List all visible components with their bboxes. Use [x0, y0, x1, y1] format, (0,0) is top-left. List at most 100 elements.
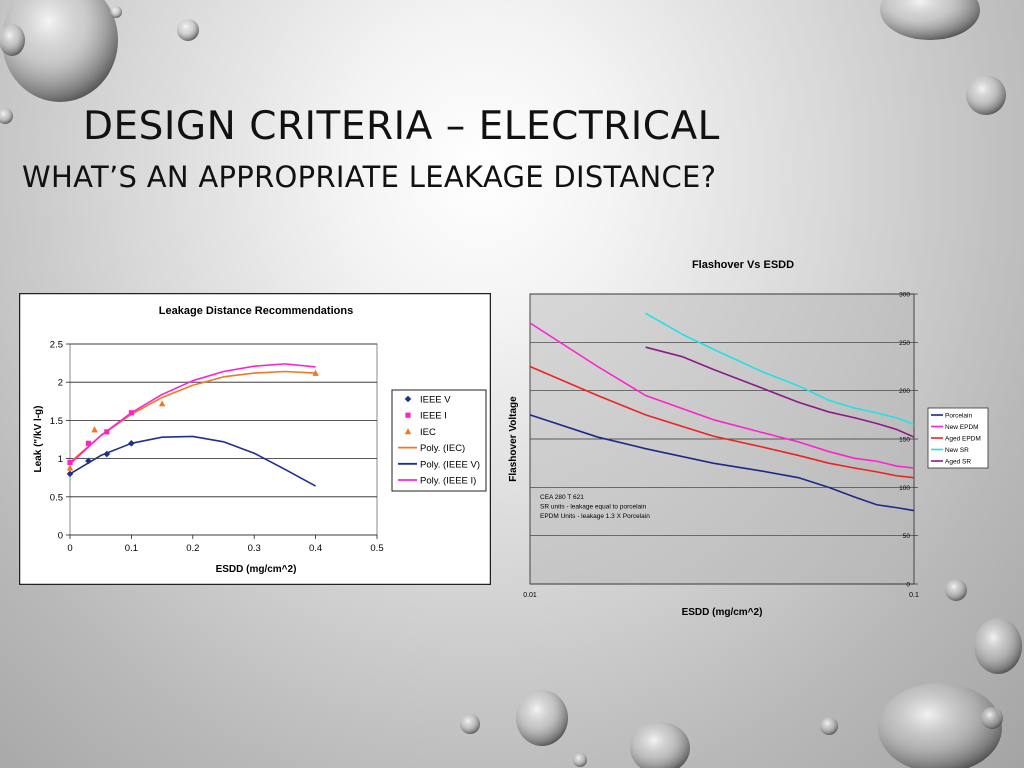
- annotation-line: CEA 280 T 621: [540, 494, 584, 501]
- series-iec: [66, 369, 319, 471]
- chart-title: Flashover Vs ESDD: [692, 259, 794, 271]
- x-axis-label: ESDD (mg/cm^2): [216, 564, 297, 575]
- x-tick-label: 0.1: [909, 592, 919, 599]
- legend: Porcelain New EPDM Aged EPDM New SR Aged SR: [931, 413, 981, 466]
- x-tick-label: 0.5: [370, 543, 383, 554]
- series-aged-sr: [645, 346, 915, 438]
- chart-title: Leakage Distance Recommendations: [159, 305, 353, 317]
- y-tick-label: 250: [899, 340, 910, 347]
- series-aged-epdm: [529, 365, 915, 479]
- legend-item-ieee-v: IEEE V: [404, 395, 451, 406]
- series-ieee-v: [66, 440, 135, 478]
- data-point: [103, 450, 111, 458]
- legend: IEEE V IEEE I IEC Poly. (IEC) Poly. (IEEE V)…: [398, 395, 480, 487]
- y-tick-label: 150: [899, 437, 910, 444]
- x-tick-label: 0: [67, 543, 72, 554]
- data-point: [66, 470, 74, 478]
- slide-title: DESIGN CRITERIA – ELECTRICAL: [83, 104, 720, 149]
- trend-line: [69, 435, 316, 487]
- series-ieee-i: [67, 410, 134, 466]
- data-point: [128, 440, 135, 447]
- legend-label: Aged SR: [945, 459, 971, 466]
- legend-item-new-sr: New SR: [931, 447, 969, 454]
- legend-label: Poly. (IEEE V): [420, 459, 480, 470]
- flashover-chart: Flashover Vs ESDD 0 50 100 150 200 250 300 0.0…: [508, 259, 989, 618]
- y-tick-label: 2: [58, 378, 63, 389]
- grid-lines: [530, 293, 918, 585]
- legend-label: Porcelain: [945, 413, 972, 420]
- x-tick-labels: 0.01 0.1: [523, 592, 919, 599]
- data-point: [85, 457, 92, 465]
- series-new-sr: [645, 312, 915, 426]
- y-tick-label: 0: [58, 531, 63, 542]
- legend-item-aged-sr: Aged SR: [931, 459, 971, 466]
- x-tick-label: 0.3: [248, 543, 261, 554]
- x-tick-label: 0.2: [186, 543, 199, 554]
- legend-item-ieee-i: IEEE I: [405, 411, 447, 422]
- x-tick-label: 0.4: [309, 543, 322, 554]
- series-poly-ieee-v: [69, 435, 316, 487]
- leakage-distance-chart: Leakage Distance Recommendations 0 0.5 1 1.…: [19, 293, 491, 585]
- x-tick-label: 0.1: [125, 543, 138, 554]
- legend-label: IEEE V: [420, 395, 451, 406]
- annotation-line: SR units - leakage equal to porcelain: [540, 504, 647, 511]
- legend-item-iec: IEC: [404, 427, 436, 438]
- data-point: [66, 464, 74, 471]
- series-poly-ieee-i: [69, 363, 316, 465]
- x-tick-labels: 0 0.1 0.2 0.3 0.4 0.5: [67, 543, 383, 554]
- legend-label: New SR: [945, 447, 969, 454]
- y-tick-label: 0: [906, 582, 910, 589]
- slide-subtitle: WHAT’S AN APPROPRIATE LEAKAGE DISTANCE?: [22, 160, 717, 194]
- data-point: [91, 426, 98, 433]
- plot-area: [69, 343, 378, 536]
- series-porcelain: [529, 414, 915, 512]
- y-tick-label: 0.5: [50, 492, 63, 503]
- data-point: [312, 369, 319, 376]
- chart-annotation: CEA 280 T 621 SR units - leakage equal to…: [540, 494, 650, 520]
- y-tick-label: 2.5: [50, 340, 63, 351]
- series-layer: [529, 312, 915, 512]
- legend-item-poly-ieee-v: Poly. (IEEE V): [398, 459, 480, 470]
- legend-label: Poly. (IEC): [420, 443, 465, 454]
- series-line: [645, 346, 915, 438]
- y-tick-label: 1: [58, 454, 63, 465]
- data-point: [85, 440, 92, 446]
- series-line: [529, 322, 915, 469]
- y-tick-labels: 0 50 100 150 200 250 300: [899, 292, 910, 589]
- y-tick-label: 100: [899, 485, 910, 492]
- y-tick-labels: 0 0.5 1 1.5 2 2.5: [50, 340, 63, 542]
- legend-marker: [404, 428, 412, 435]
- y-tick-label: 300: [899, 292, 910, 299]
- legend-label: IEEE I: [420, 411, 447, 422]
- data-point: [67, 459, 73, 466]
- legend-label: Aged EPDM: [945, 436, 981, 443]
- series-line: [645, 312, 915, 426]
- legend-marker: [405, 412, 411, 418]
- data-point: [104, 429, 110, 435]
- legend-item-poly-ieee-i: Poly. (IEEE I): [398, 476, 476, 487]
- x-axis-label: ESDD (mg/cm^2): [682, 607, 763, 618]
- legend-item-aged-epdm: Aged EPDM: [931, 436, 981, 443]
- data-point: [128, 410, 134, 416]
- series-line: [529, 365, 915, 479]
- legend-marker: [404, 395, 412, 403]
- y-tick-label: 200: [899, 388, 910, 395]
- legend-item-new-epdm: New EPDM: [931, 424, 979, 431]
- legend-box: [391, 389, 487, 492]
- y-tick-label: 1.5: [50, 416, 63, 427]
- y-tick-label: 50: [903, 533, 911, 540]
- legend-item-porcelain: Porcelain: [931, 413, 972, 420]
- legend-label: New EPDM: [945, 424, 979, 431]
- annotation-line: EPDM Units - leakage 1.3 X Porcelain: [540, 513, 650, 520]
- legend-item-poly-iec: Poly. (IEC): [398, 443, 465, 454]
- legend-label: IEC: [420, 427, 436, 438]
- data-point: [158, 400, 166, 407]
- series-new-epdm: [529, 322, 915, 469]
- x-tick-label: 0.01: [523, 592, 537, 599]
- y-axis-label: Leak ("/kV l-g): [33, 406, 44, 473]
- y-axis-label: Flashover Voltage: [508, 396, 519, 482]
- series-layer: [66, 363, 319, 487]
